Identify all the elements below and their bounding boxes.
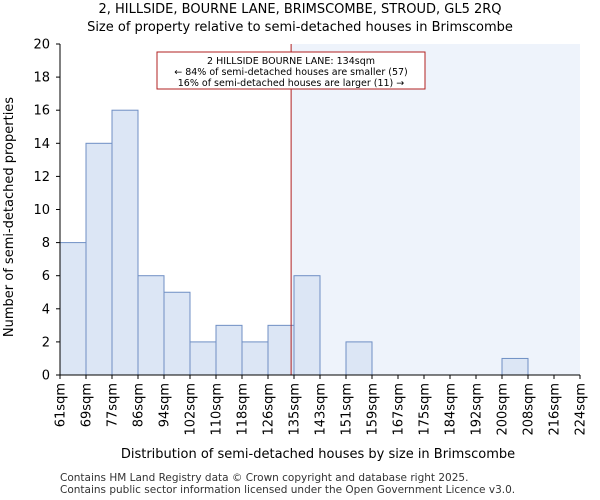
y-tick-label: 20 <box>33 38 50 53</box>
x-tick-label: 77sqm <box>106 383 121 427</box>
bar-151sqm <box>345 341 373 376</box>
bar-110sqm <box>215 324 243 376</box>
bar-118sqm <box>241 341 269 376</box>
y-tick-label: 16 <box>33 104 50 119</box>
x-tick-label: 224sqm <box>574 383 589 436</box>
y-axis-label: Number of semi-detached properties <box>2 97 17 337</box>
chart-subtitle: Size of property relative to semi-detach… <box>87 20 513 35</box>
larger-region-shade <box>291 44 580 375</box>
x-tick-label: 126sqm <box>262 383 277 436</box>
x-tick-label: 61sqm <box>54 383 69 427</box>
x-tick-label: 69sqm <box>80 383 95 427</box>
x-tick-label: 208sqm <box>522 383 537 436</box>
footer-line-2: Contains public sector information licen… <box>60 484 516 496</box>
bar-86sqm <box>137 275 165 376</box>
histogram-chart: 0 2 4 6 8 10 12 14 16 18 20 61sqm 69sqm 77sqm 86sqm 94… <box>2 38 589 463</box>
y-tick-label: 8 <box>42 236 50 251</box>
y-tick-label: 18 <box>33 71 50 86</box>
x-tick-label: 175sqm <box>418 383 433 436</box>
x-tick-label: 216sqm <box>548 383 563 436</box>
x-tick-label: 151sqm <box>340 383 355 436</box>
y-tick-label: 12 <box>33 170 50 185</box>
y-tick-label: 6 <box>42 269 50 284</box>
bar-69sqm <box>85 142 113 376</box>
x-tick-label: 184sqm <box>444 383 459 436</box>
x-tick-label: 110sqm <box>210 383 225 436</box>
x-tick-label: 102sqm <box>184 383 199 436</box>
x-axis-label: Distribution of semi-detached houses by … <box>121 447 515 462</box>
x-tick-label: 94sqm <box>158 383 173 427</box>
x-tick-label: 143sqm <box>314 383 329 436</box>
x-tick-label: 135sqm <box>288 383 303 436</box>
bar-126sqm <box>267 324 295 376</box>
annotation-line-1: 2 HILLSIDE BOURNE LANE: 134sqm <box>207 56 375 67</box>
bar-94sqm <box>163 291 191 376</box>
x-tick-label: 159sqm <box>366 383 381 436</box>
bar-102sqm <box>189 341 217 376</box>
y-tick-label: 2 <box>42 335 50 350</box>
y-tick-label: 0 <box>42 369 50 384</box>
y-tick-label: 10 <box>33 203 50 218</box>
bar-135sqm <box>293 275 321 376</box>
y-tick-label: 14 <box>33 137 50 152</box>
x-tick-label: 200sqm <box>496 383 511 436</box>
x-tick-label: 192sqm <box>470 383 485 436</box>
x-tick-label: 86sqm <box>132 383 147 427</box>
x-tick-label: 118sqm <box>236 383 251 436</box>
annotation-line-3: 16% of semi-detached houses are larger (… <box>178 78 405 89</box>
annotation-box <box>156 51 426 90</box>
x-tick-label: 167sqm <box>392 383 407 436</box>
bar-77sqm <box>111 109 139 376</box>
annotation-line-2: ← 84% of semi-detached houses are smalle… <box>174 67 408 78</box>
chart-title: 2, HILLSIDE, BOURNE LANE, BRIMSCOMBE, ST… <box>98 2 502 17</box>
bar-61sqm <box>59 242 87 376</box>
footer-line-1: Contains HM Land Registry data © Crown c… <box>60 472 469 484</box>
y-tick-label: 4 <box>42 302 50 317</box>
bar-200sqm <box>501 357 529 376</box>
